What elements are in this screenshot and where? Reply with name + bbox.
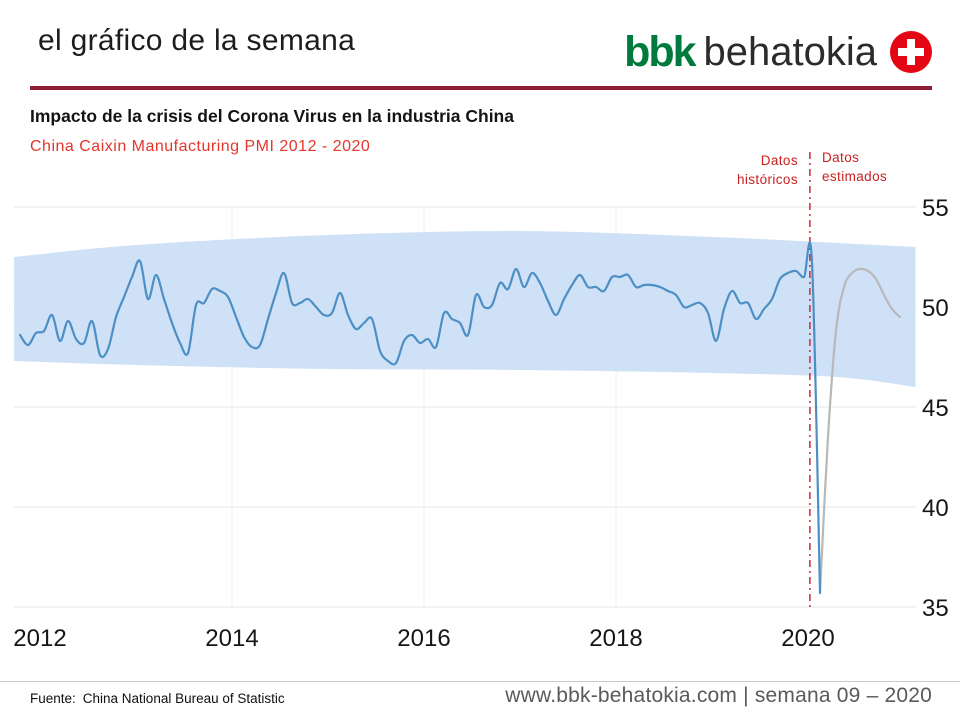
chart-title: Impacto de la crisis del Corona Virus en…	[30, 106, 514, 126]
bbk-behatokia-logo: bbk behatokia	[624, 26, 932, 78]
footer-divider	[0, 681, 960, 682]
chart-subtitle: China Caixin Manufacturing PMI 2012 - 20…	[30, 138, 371, 155]
y-tick-label: 35	[922, 595, 949, 622]
x-tick-label: 2014	[205, 625, 258, 652]
source-text: China National Bureau of Statistic	[82, 691, 285, 706]
y-tick-label: 40	[922, 495, 949, 522]
y-tick-label: 50	[922, 295, 949, 322]
x-tick-label: 2020	[781, 625, 834, 652]
logo-cross-bar-vertical	[907, 39, 915, 65]
header-divider	[30, 86, 932, 90]
series-historical	[18, 241, 822, 595]
website-text: www.bbk-behatokia.com | semana 09 – 2020	[505, 684, 932, 707]
annotation-historical: Datos históricos	[736, 153, 798, 187]
x-tick-label: 2018	[589, 625, 642, 652]
x-tick-label: 2016	[397, 625, 450, 652]
source-note: Fuente: China National Bureau of Statisti…	[30, 691, 285, 706]
x-tick-label: 2012	[13, 625, 66, 652]
y-tick-label: 55	[922, 195, 949, 222]
page-title: el gráfico de la semana	[38, 24, 356, 57]
logo-behatokia-wordmark: behatokia	[703, 29, 877, 74]
confidence-band	[14, 230, 916, 387]
y-tick-label: 45	[922, 395, 949, 422]
series-estimated	[818, 267, 902, 595]
annotation-estimated: Datos estimados	[822, 150, 888, 184]
logo-cross-icon	[890, 31, 932, 73]
logo-bbk-wordmark: bbk	[624, 27, 696, 76]
source-label: Fuente:	[30, 691, 76, 706]
